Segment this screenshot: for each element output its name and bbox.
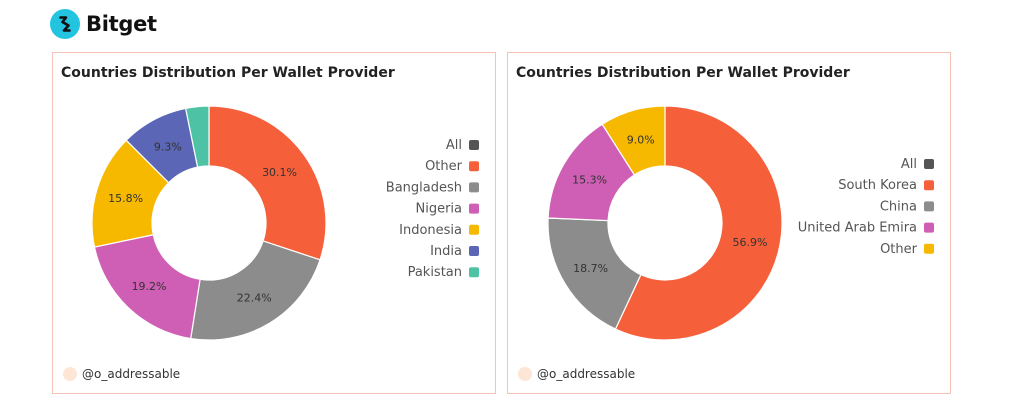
- legend-swatch: [924, 159, 934, 169]
- slice-bangladesh[interactable]: [190, 240, 321, 341]
- legend-swatch: [469, 267, 479, 278]
- legend-swatch: [924, 222, 934, 233]
- legend-item-south-korea[interactable]: South Korea: [838, 178, 934, 193]
- chart-title: Countries Distribution Per Wallet Provid…: [61, 65, 395, 81]
- footer-handle: @o_addressable: [537, 367, 636, 381]
- slice-other[interactable]: [601, 105, 666, 176]
- legend-label: Pakistan: [408, 265, 462, 280]
- legend-item-other[interactable]: Other: [880, 242, 934, 257]
- legend-item-china[interactable]: China: [880, 199, 934, 214]
- avatar-icon: [63, 367, 77, 381]
- data-label-nigeria: 19.2%: [132, 280, 167, 293]
- legend-swatch: [469, 246, 479, 256]
- chart-panel-left: Countries Distribution Per Wallet Provid…: [52, 52, 496, 394]
- slice-china[interactable]: [547, 217, 642, 330]
- footer-credit: @o_addressable: [518, 367, 635, 381]
- legend-label: South Korea: [838, 178, 917, 193]
- legend-label: All: [446, 138, 462, 153]
- data-label-china: 18.7%: [573, 262, 608, 275]
- brand-header: Bitget: [50, 6, 157, 42]
- data-label-other: 30.1%: [262, 166, 297, 179]
- data-label-indonesia: 15.8%: [108, 192, 143, 205]
- legend-label: China: [880, 199, 917, 214]
- data-label-south-korea: 56.9%: [732, 236, 767, 249]
- legend-item-indonesia[interactable]: Indonesia: [399, 223, 479, 238]
- legend-swatch: [924, 243, 934, 254]
- slice-nigeria[interactable]: [93, 234, 201, 340]
- slice-other[interactable]: [208, 105, 327, 261]
- donut-chart-right: 56.9% 18.7% 15.3% 9.0% All South Korea China Un…: [547, 105, 934, 341]
- data-label-other: 9.0%: [627, 133, 655, 146]
- legend-swatch: [469, 140, 479, 150]
- data-label-united-arab-emira: 15.3%: [572, 174, 607, 187]
- donut-chart-left: 30.1% 22.4% 19.2% 15.8% 9.3% All Other Banglade…: [91, 105, 479, 341]
- legend-label: Other: [880, 242, 918, 257]
- legend-label: Other: [425, 159, 463, 174]
- legend-item-pakistan[interactable]: Pakistan: [408, 265, 479, 280]
- legend-swatch: [469, 203, 479, 214]
- legend-swatch: [469, 224, 479, 235]
- footer-credit: @o_addressable: [63, 367, 180, 381]
- legend-item-all[interactable]: All: [446, 138, 479, 153]
- slice-pakistan[interactable]: [184, 105, 210, 168]
- legend-swatch: [469, 161, 479, 172]
- legend-swatch: [924, 180, 934, 191]
- footer-handle: @o_addressable: [82, 367, 181, 381]
- legend-label: Bangladesh: [386, 180, 462, 195]
- slice-south-korea[interactable]: [614, 105, 783, 341]
- data-label-bangladesh: 22.4%: [237, 291, 272, 304]
- legend-item-united-arab-emira[interactable]: United Arab Emira: [798, 221, 934, 236]
- avatar-icon: [518, 367, 532, 381]
- chart-title: Countries Distribution Per Wallet Provid…: [516, 65, 850, 81]
- legend-item-bangladesh[interactable]: Bangladesh: [386, 180, 479, 195]
- legend-label: Nigeria: [415, 202, 462, 217]
- legend-label: India: [430, 244, 462, 259]
- brand-name: Bitget: [86, 12, 157, 36]
- legend-item-all[interactable]: All: [901, 157, 934, 172]
- legend-item-other[interactable]: Other: [425, 159, 479, 174]
- bitget-logo-icon: [50, 9, 80, 39]
- chart-panel-right: Countries Distribution Per Wallet Provid…: [507, 52, 951, 394]
- legend-label: United Arab Emira: [798, 221, 917, 236]
- legend-label: Indonesia: [399, 223, 462, 238]
- legend-swatch: [924, 201, 934, 212]
- legend-swatch: [469, 182, 479, 193]
- data-label-india: 9.3%: [154, 140, 182, 153]
- legend-item-india[interactable]: India: [430, 244, 479, 259]
- legend-item-nigeria[interactable]: Nigeria: [415, 202, 479, 217]
- legend-label: All: [901, 157, 917, 172]
